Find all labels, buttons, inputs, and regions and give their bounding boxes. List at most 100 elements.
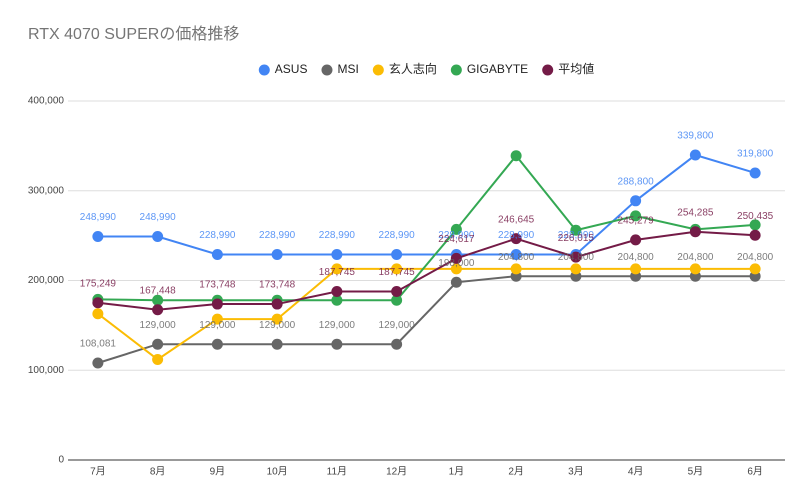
data-point bbox=[152, 353, 164, 365]
data-point bbox=[510, 248, 522, 260]
data-point bbox=[92, 297, 104, 309]
data-point bbox=[152, 231, 164, 243]
x-tick-label: 8月 bbox=[150, 466, 166, 478]
legend-label: 平均値 bbox=[558, 61, 594, 76]
series-line bbox=[97, 154, 756, 302]
x-tick-label: 11月 bbox=[327, 466, 347, 478]
data-point bbox=[749, 263, 761, 275]
data-point bbox=[271, 298, 283, 310]
series-line bbox=[97, 153, 756, 256]
data-label: 228,990 bbox=[379, 230, 416, 241]
data-label: 204,800 bbox=[737, 252, 774, 263]
data-label: 129,000 bbox=[319, 320, 356, 331]
series-line bbox=[97, 267, 756, 361]
data-point bbox=[450, 276, 462, 288]
data-point bbox=[152, 338, 164, 350]
legend-marker bbox=[450, 64, 462, 76]
data-point bbox=[391, 263, 403, 275]
data-point bbox=[570, 224, 582, 236]
data-point bbox=[211, 338, 223, 350]
data-label: 173,748 bbox=[259, 280, 296, 291]
data-point bbox=[630, 263, 642, 275]
legend-marker bbox=[372, 64, 384, 76]
data-point bbox=[450, 263, 462, 275]
x-tick-label: 1月 bbox=[449, 466, 465, 478]
data-label: 224,617 bbox=[438, 234, 475, 245]
data-point bbox=[570, 263, 582, 275]
data-label: 129,000 bbox=[379, 320, 416, 331]
data-point bbox=[630, 234, 642, 246]
data-label: 173,748 bbox=[199, 280, 236, 291]
data-label: 288,800 bbox=[618, 176, 655, 187]
data-label: 254,285 bbox=[677, 207, 714, 218]
data-label: 228,990 bbox=[558, 230, 595, 241]
data-point bbox=[211, 248, 223, 260]
legend-label: ASUS bbox=[275, 62, 308, 76]
x-tick-label: 9月 bbox=[210, 466, 226, 478]
data-point bbox=[749, 167, 761, 179]
data-point bbox=[570, 251, 582, 263]
data-point bbox=[331, 285, 343, 297]
x-tick-label: 3月 bbox=[568, 466, 584, 478]
data-point bbox=[271, 248, 283, 260]
data-label: 228,990 bbox=[438, 230, 475, 241]
data-label: 129,000 bbox=[140, 320, 177, 331]
data-point bbox=[689, 263, 701, 275]
data-label: 319,800 bbox=[737, 149, 774, 160]
legend-marker bbox=[542, 64, 554, 76]
data-label: 175,249 bbox=[80, 278, 117, 289]
data-label: 129,000 bbox=[259, 320, 296, 331]
data-point bbox=[92, 308, 104, 320]
data-point bbox=[391, 285, 403, 297]
data-point bbox=[391, 338, 403, 350]
data-point bbox=[92, 231, 104, 243]
legend-marker bbox=[321, 64, 333, 76]
data-point bbox=[510, 150, 522, 162]
data-label: 204,800 bbox=[558, 252, 595, 263]
data-point bbox=[331, 294, 343, 306]
data-label: 129,000 bbox=[199, 320, 236, 331]
x-tick-label: 12月 bbox=[386, 466, 407, 478]
data-label: 108,081 bbox=[80, 339, 117, 350]
x-tick-label: 6月 bbox=[747, 466, 763, 478]
x-tick-label: 7月 bbox=[90, 466, 106, 478]
legend-label: MSI bbox=[337, 62, 358, 76]
data-label: 248,990 bbox=[140, 212, 177, 223]
data-point bbox=[510, 233, 522, 245]
data-point bbox=[749, 219, 761, 231]
data-label: 245,279 bbox=[618, 216, 655, 227]
x-tick-label: 2月 bbox=[508, 466, 524, 478]
data-point bbox=[152, 304, 164, 316]
data-point bbox=[749, 229, 761, 241]
x-tick-label: 5月 bbox=[688, 466, 704, 478]
data-label: 339,800 bbox=[677, 131, 714, 142]
x-tick-label: 10月 bbox=[267, 466, 288, 478]
chart-title: RTX 4070 SUPERの価格推移 bbox=[28, 25, 239, 43]
y-tick-label: 0 bbox=[58, 455, 64, 466]
data-point bbox=[271, 313, 283, 325]
data-point bbox=[689, 226, 701, 238]
data-label: 187,745 bbox=[319, 267, 356, 278]
series-line bbox=[97, 230, 756, 311]
data-point bbox=[331, 263, 343, 275]
y-tick-label: 200,000 bbox=[28, 275, 65, 286]
data-point bbox=[450, 223, 462, 235]
data-point bbox=[510, 263, 522, 275]
data-label: 204,800 bbox=[498, 252, 535, 263]
data-point bbox=[331, 248, 343, 260]
data-label: 228,990 bbox=[259, 230, 296, 241]
data-label: 248,990 bbox=[80, 212, 117, 223]
data-label: 204,800 bbox=[677, 252, 714, 263]
data-point bbox=[271, 338, 283, 350]
data-label: 228,990 bbox=[319, 230, 356, 241]
data-point bbox=[211, 298, 223, 310]
y-tick-label: 400,000 bbox=[28, 96, 65, 107]
data-label: 246,645 bbox=[498, 214, 535, 225]
y-tick-label: 100,000 bbox=[28, 365, 65, 376]
legend-label: 玄人志向 bbox=[389, 61, 437, 76]
data-label: 198,000 bbox=[438, 258, 475, 269]
data-label: 228,990 bbox=[199, 230, 236, 241]
data-label: 250,435 bbox=[737, 211, 774, 222]
